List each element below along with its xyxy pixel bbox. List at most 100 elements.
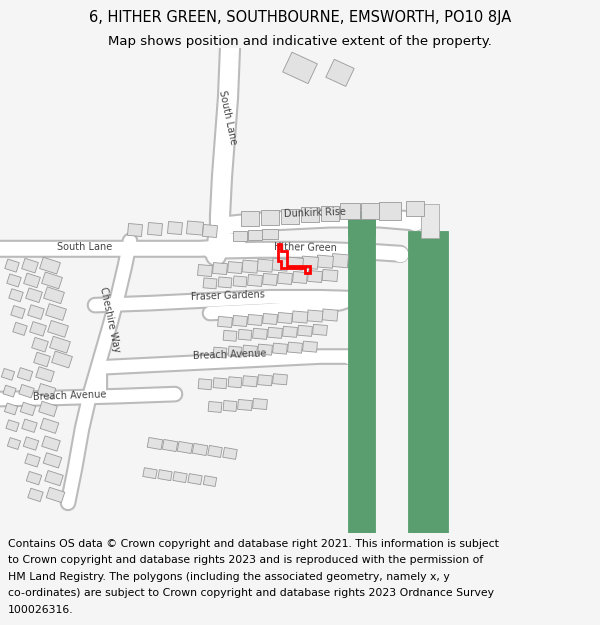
Text: Hither Green: Hither Green (274, 242, 337, 253)
Polygon shape (233, 231, 247, 241)
Polygon shape (228, 346, 242, 357)
Polygon shape (208, 401, 222, 412)
Polygon shape (263, 314, 277, 324)
Polygon shape (187, 221, 203, 235)
Polygon shape (379, 202, 401, 220)
Polygon shape (301, 207, 319, 222)
Polygon shape (261, 210, 279, 224)
Polygon shape (177, 441, 193, 454)
Polygon shape (213, 378, 227, 389)
Polygon shape (213, 347, 227, 358)
Polygon shape (283, 52, 317, 84)
Polygon shape (326, 59, 354, 86)
Polygon shape (321, 206, 339, 221)
Polygon shape (287, 342, 302, 353)
Polygon shape (322, 269, 338, 281)
Polygon shape (41, 436, 61, 451)
Polygon shape (248, 230, 262, 240)
Polygon shape (253, 328, 268, 339)
Polygon shape (13, 322, 27, 336)
Text: 6, HITHER GREEN, SOUTHBOURNE, EMSWORTH, PO10 8JA: 6, HITHER GREEN, SOUTHBOURNE, EMSWORTH, … (89, 9, 511, 24)
Polygon shape (197, 264, 212, 276)
Polygon shape (34, 352, 50, 367)
Polygon shape (313, 324, 328, 336)
Polygon shape (317, 255, 334, 268)
Polygon shape (128, 224, 142, 236)
Polygon shape (307, 310, 323, 322)
Polygon shape (227, 261, 242, 274)
Polygon shape (242, 260, 258, 273)
Polygon shape (158, 469, 172, 481)
Polygon shape (47, 321, 68, 338)
Polygon shape (20, 402, 36, 416)
Polygon shape (192, 443, 208, 456)
Polygon shape (26, 288, 43, 302)
Polygon shape (322, 309, 338, 321)
Polygon shape (238, 399, 253, 411)
Text: South Lane: South Lane (217, 89, 239, 146)
Polygon shape (408, 231, 448, 532)
Polygon shape (28, 305, 44, 319)
Polygon shape (233, 276, 247, 287)
Polygon shape (242, 376, 257, 387)
Polygon shape (272, 343, 287, 354)
Polygon shape (162, 439, 178, 452)
Polygon shape (340, 203, 360, 219)
Polygon shape (7, 274, 21, 287)
Polygon shape (331, 254, 349, 268)
Polygon shape (148, 222, 163, 236)
Text: Cheshire Way: Cheshire Way (98, 286, 122, 354)
Text: Dunkirk Rise: Dunkirk Rise (284, 207, 346, 219)
Polygon shape (263, 273, 277, 286)
Polygon shape (46, 304, 67, 321)
Polygon shape (167, 221, 182, 234)
Polygon shape (52, 351, 73, 368)
Text: co-ordinates) are subject to Crown copyright and database rights 2023 Ordnance S: co-ordinates) are subject to Crown copyr… (8, 588, 494, 598)
Polygon shape (1, 368, 14, 380)
Polygon shape (203, 278, 217, 289)
Polygon shape (361, 203, 379, 219)
Polygon shape (253, 399, 268, 409)
Text: Breach Avenue: Breach Avenue (193, 348, 267, 361)
Polygon shape (19, 384, 34, 398)
Polygon shape (228, 377, 242, 388)
Polygon shape (292, 311, 308, 323)
Polygon shape (198, 379, 212, 390)
Polygon shape (278, 272, 292, 284)
Polygon shape (44, 471, 64, 486)
Polygon shape (212, 262, 227, 274)
Polygon shape (203, 224, 217, 238)
Polygon shape (233, 316, 247, 326)
Polygon shape (218, 277, 232, 288)
Polygon shape (302, 341, 317, 352)
Polygon shape (5, 259, 19, 272)
Polygon shape (262, 229, 278, 239)
Polygon shape (17, 368, 33, 381)
Polygon shape (298, 326, 313, 336)
Polygon shape (348, 216, 375, 532)
Polygon shape (143, 468, 157, 479)
Polygon shape (242, 345, 257, 356)
Polygon shape (406, 201, 424, 216)
Polygon shape (308, 271, 322, 282)
Polygon shape (6, 420, 19, 432)
Text: Breach Avenue: Breach Avenue (33, 390, 107, 402)
Polygon shape (241, 211, 259, 226)
Polygon shape (22, 419, 37, 432)
Polygon shape (23, 437, 39, 450)
Polygon shape (37, 384, 56, 399)
Polygon shape (22, 258, 38, 273)
Polygon shape (41, 272, 62, 289)
Polygon shape (257, 259, 273, 272)
Polygon shape (281, 209, 299, 224)
Polygon shape (3, 385, 16, 397)
Polygon shape (40, 418, 59, 433)
Polygon shape (7, 438, 20, 449)
Polygon shape (287, 257, 304, 270)
Polygon shape (46, 488, 65, 502)
Polygon shape (44, 287, 64, 304)
Text: Map shows position and indicative extent of the property.: Map shows position and indicative extent… (108, 34, 492, 48)
Polygon shape (238, 329, 252, 340)
Polygon shape (32, 338, 49, 352)
Polygon shape (248, 274, 262, 286)
